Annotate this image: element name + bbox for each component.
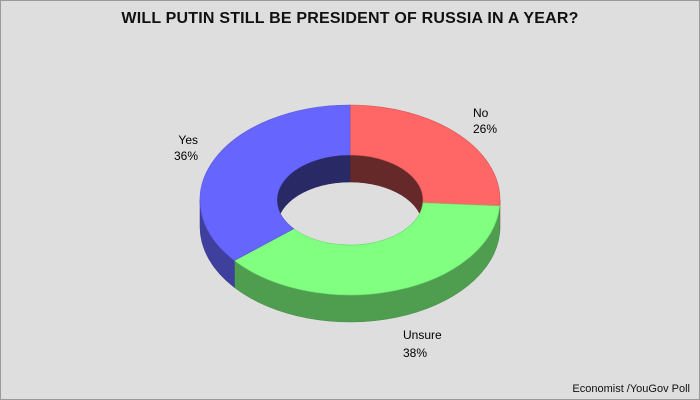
donut-slice-yes [199, 104, 351, 261]
donut-top-layer [199, 104, 501, 296]
label-no-value: 26% [473, 122, 497, 136]
donut-label-layer: No 26% Unsure 38% Yes 36% [174, 106, 497, 360]
label-no-name: No [473, 106, 489, 120]
label-unsure-value: 38% [403, 346, 427, 360]
donut-slice-unsure [233, 202, 501, 296]
label-unsure-name: Unsure [403, 328, 442, 342]
source-note: Economist /YouGov Poll [572, 383, 690, 395]
label-yes-value: 36% [174, 149, 198, 163]
donut-slice-no [349, 104, 501, 207]
chart-title: WILL PUTIN STILL BE PRESIDENT OF RUSSIA … [121, 10, 579, 27]
label-yes-name: Yes [178, 133, 198, 147]
